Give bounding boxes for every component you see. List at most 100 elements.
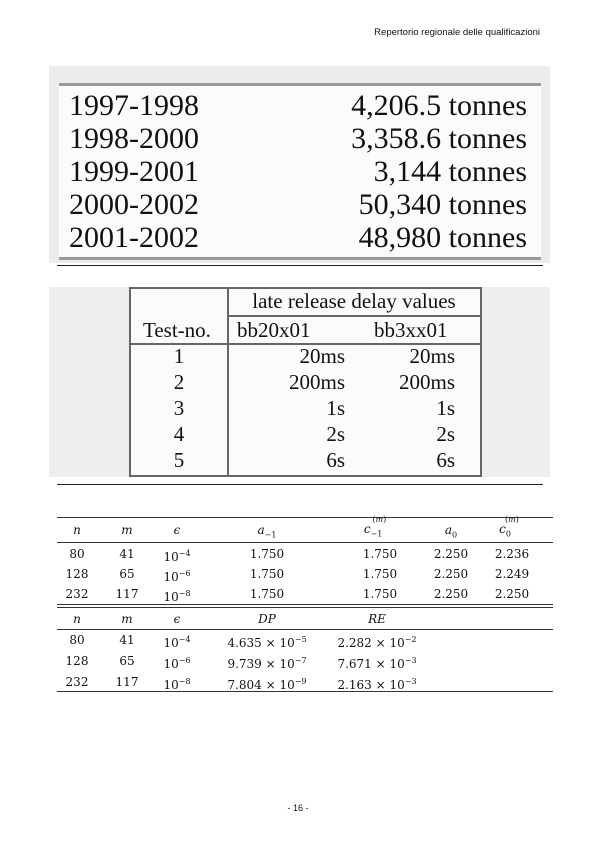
parameters-table: n m ϵ a−1 c−1(m) a0 c0(m) — [57, 515, 553, 738]
header-m: m — [121, 523, 133, 537]
header-dp: DP — [258, 612, 276, 626]
test-number: 3 — [173, 396, 185, 420]
cell-dp: 7.804 × 10−9 — [227, 677, 307, 692]
tonnes-table-image: 1997-1998 4,206.5 tonnes 1998-2000 3,358… — [49, 66, 550, 263]
divider — [57, 265, 543, 266]
header-epsilon: ϵ — [173, 612, 181, 626]
header-epsilon: ϵ — [173, 523, 181, 537]
cell-epsilon: 10−4 — [163, 635, 191, 650]
test-number: 2 — [173, 370, 185, 394]
cell-c-minus-1: 1.750 — [362, 567, 398, 581]
table-rule — [131, 343, 480, 345]
tonnage: 3,144 tonnes — [373, 155, 527, 188]
delay-value: 1s — [326, 396, 345, 420]
page-header: Repertorio regionale delle qualificazion… — [374, 27, 540, 38]
cell-m: 117 — [115, 675, 139, 689]
table-row: 2000-2002 50,340 tonnes — [59, 189, 541, 221]
cell-c-0: 2.236 — [494, 547, 530, 561]
cell-a-minus-1: 1.750 — [249, 567, 285, 581]
cell-n: 128 — [65, 654, 89, 668]
cell-epsilon: 10−6 — [163, 656, 191, 671]
header-c-0: c0(m) — [499, 515, 519, 539]
cell-m: 65 — [119, 567, 135, 581]
delay-table: late release delay values Test-no. bb20x… — [129, 287, 482, 477]
cell-m: 41 — [119, 547, 135, 561]
tonnage: 48,980 tonnes — [358, 221, 527, 254]
cell-m: 117 — [115, 587, 139, 601]
year-range: 1999-2001 — [69, 155, 199, 188]
table-rule — [131, 475, 480, 477]
header-n: n — [73, 612, 81, 626]
cell-a-0: 2.250 — [433, 567, 469, 581]
delay-value: 2s — [326, 422, 345, 446]
delay-value: 2s — [436, 422, 455, 446]
table-rule — [57, 604, 553, 605]
cell-c-0: 2.249 — [494, 567, 530, 581]
table-rule — [131, 287, 480, 289]
header-m: m — [121, 612, 133, 626]
table-row: 1998-2000 3,358.6 tonnes — [59, 123, 541, 155]
table-rule — [227, 287, 229, 477]
header-n: n — [73, 523, 81, 537]
table-rule — [57, 691, 553, 692]
tonnes-table: 1997-1998 4,206.5 tonnes 1998-2000 3,358… — [59, 83, 541, 260]
cell-m: 41 — [119, 633, 135, 647]
cell-n: 80 — [69, 633, 85, 647]
column-header-bb3xx01: bb3xx01 — [374, 318, 448, 342]
divider — [57, 484, 543, 485]
header-c-minus-1: c−1(m) — [363, 515, 387, 539]
year-range: 2001-2002 — [69, 221, 199, 254]
cell-n: 128 — [65, 567, 89, 581]
cell-n: 80 — [69, 547, 85, 561]
header-re: RE — [368, 612, 386, 626]
table-rule — [228, 315, 480, 317]
delay-value: 20ms — [299, 344, 345, 368]
cell-epsilon: 10−8 — [163, 589, 191, 604]
tonnage: 3,358.6 tonnes — [351, 122, 527, 155]
column-header-bb20x01: bb20x01 — [237, 318, 311, 342]
cell-re: 2.163 × 10−3 — [337, 677, 417, 692]
table-row: 1997-1998 4,206.5 tonnes — [59, 90, 541, 122]
cell-dp: 4.635 × 10−5 — [227, 635, 307, 650]
delay-value: 200ms — [288, 370, 345, 394]
tonnage: 4,206.5 tonnes — [351, 89, 527, 122]
table-rule — [57, 629, 553, 630]
test-number: 4 — [173, 422, 185, 446]
cell-n: 232 — [65, 675, 89, 689]
test-number: 5 — [173, 448, 185, 472]
delay-value: 1s — [436, 396, 455, 420]
column-header-test: Test-no. — [143, 318, 211, 342]
test-number: 1 — [173, 344, 185, 368]
cell-epsilon: 10−6 — [163, 569, 191, 584]
tonnage: 50,340 tonnes — [358, 188, 527, 221]
page-number: - 16 - — [287, 803, 309, 813]
cell-re: 7.671 × 10−3 — [337, 656, 417, 671]
cell-m: 65 — [119, 654, 135, 668]
delay-value: 200ms — [398, 370, 455, 394]
cell-n: 232 — [65, 587, 89, 601]
table-rule — [57, 517, 553, 518]
header-a-minus-1: a−1 — [257, 523, 277, 540]
cell-dp: 9.739 × 10−7 — [227, 656, 307, 671]
cell-epsilon: 10−8 — [163, 677, 191, 692]
year-range: 1997-1998 — [69, 89, 199, 122]
cell-a-minus-1: 1.750 — [249, 547, 285, 561]
table-row: 2001-2002 48,980 tonnes — [59, 222, 541, 254]
cell-c-0: 2.250 — [494, 587, 530, 601]
cell-a-0: 2.250 — [433, 547, 469, 561]
table-rule — [57, 607, 553, 608]
parameters-table-body: 80 41 10−4 1.750 1.750 2.250 2.236 128 6… — [57, 546, 553, 606]
year-range: 1998-2000 — [69, 122, 199, 155]
delay-value: 6s — [436, 448, 455, 472]
header-a-0: a0 — [444, 523, 458, 540]
cell-re: 2.282 × 10−2 — [337, 635, 417, 650]
table-row: 1999-2001 3,144 tonnes — [59, 156, 541, 188]
cell-a-0: 2.250 — [433, 587, 469, 601]
cell-a-minus-1: 1.750 — [249, 587, 285, 601]
parameters-table-lower-body: 80 41 10−4 4.635 × 10−5 2.282 × 10−2 128… — [57, 632, 553, 692]
parameters-table-lower-header: n m ϵ DP RE — [57, 611, 553, 631]
cell-epsilon: 10−4 — [163, 549, 191, 564]
year-range: 2000-2002 — [69, 188, 199, 221]
delay-value: 20ms — [409, 344, 455, 368]
group-header: late release delay values — [252, 289, 456, 313]
